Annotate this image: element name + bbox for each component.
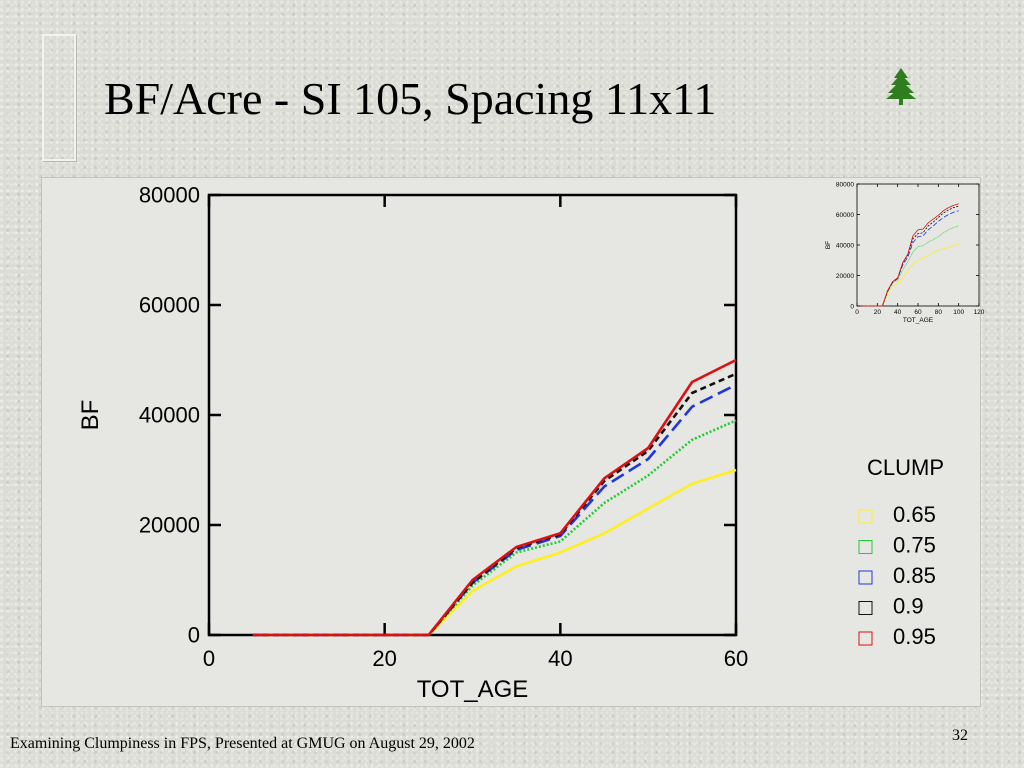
y-tick-label: 20000 [139,513,200,538]
x-tick-label: 80 [935,309,943,316]
legend-label-0.95: 0.95 [893,624,936,649]
y-tick-label: 60000 [139,293,200,318]
x-tick-label: 40 [548,646,572,671]
y-tick-label: 40000 [836,242,854,249]
legend-swatch-0.85 [858,570,873,585]
y-tick-label: 80000 [139,183,200,208]
pine-tree-icon [886,68,916,105]
y-tick-label: 0 [850,303,854,310]
x-tick-label: 100 [953,309,964,316]
legend-label-0.75: 0.75 [893,533,936,558]
legend-swatch-0.65 [858,509,873,524]
y-tick-label: 20000 [836,273,854,280]
series-line-0.95 [862,203,959,307]
legend-label-0.85: 0.85 [893,563,936,588]
series-line-0.65 [862,243,959,307]
legend-swatch-0.75 [858,540,873,554]
series-line-0.9 [252,372,737,637]
y-axis-label: BF [825,241,832,249]
x-axis-label: TOT_AGE [417,676,529,703]
decorative-frame-top [42,34,76,161]
y-tick-label: 40000 [139,403,200,428]
legend-title: CLUMP [867,455,944,480]
page-number: 32 [952,727,968,744]
x-axis-label: TOT_AGE [903,317,934,324]
y-axis-label: BF [77,400,104,431]
legend-label-0.65: 0.65 [893,502,936,527]
y-tick-label: 80000 [836,181,854,188]
series-line-0.85 [252,383,737,637]
x-tick-label: 60 [724,646,748,671]
x-tick-label: 20 [874,309,882,316]
chart-panel [41,177,981,707]
x-tick-label: 20 [372,646,396,671]
series-line-0.75 [862,225,959,307]
x-tick-label: 40 [894,309,902,316]
x-tick-label: 60 [914,309,922,316]
legend-swatch-0.95 [858,631,873,646]
series-line-0.95 [252,358,737,637]
series-line-0.75 [252,419,737,637]
slide-title: BF/Acre - SI 105, Spacing 11x11 [104,73,717,124]
inset-chart: 0 20 40 60 80 100 120 0 20000 40000 60000 80000 TOT_… [825,181,985,324]
y-tick-label: 60000 [836,212,854,219]
series-line-0.65 [252,468,737,637]
x-tick-label: 0 [203,646,215,671]
legend-swatch-0.9 [858,601,873,615]
footer-text: Examining Clumpiness in FPS, Presented a… [10,735,475,752]
plot-frame [856,183,980,307]
x-tick-label: 120 [974,309,985,316]
plot-frame [207,193,738,637]
legend-label-0.9: 0.9 [893,594,924,619]
x-tick-label: 0 [855,309,859,316]
series-line-0.85 [862,210,959,307]
main-chart: 0 20 40 60 0 20000 40000 60000 80000 TOT_AGE BF CLU… [77,183,944,703]
y-tick-label: 0 [188,623,200,648]
